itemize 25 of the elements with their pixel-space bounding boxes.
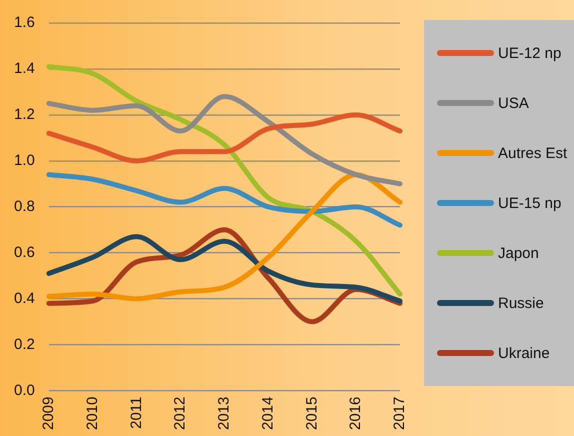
x-tick-label: 2017 bbox=[391, 396, 408, 430]
y-tick-label: 0.8 bbox=[14, 198, 35, 215]
x-tick-label: 2012 bbox=[172, 396, 189, 430]
x-tick-label: 2014 bbox=[259, 396, 276, 430]
x-tick-label: 2009 bbox=[40, 396, 57, 430]
legend-label: Russie bbox=[498, 294, 544, 312]
y-tick-label: 0.6 bbox=[14, 244, 35, 261]
y-tick-label: 1.2 bbox=[14, 106, 35, 124]
y-tick-label: 1.4 bbox=[14, 60, 35, 78]
legend-label: Autres Est bbox=[498, 144, 568, 162]
y-tick-label: 0.2 bbox=[14, 336, 35, 353]
y-tick-label: 0.4 bbox=[14, 290, 35, 307]
x-tick-label: 2016 bbox=[347, 396, 364, 430]
y-tick-label: 1.0 bbox=[14, 152, 35, 169]
x-tick-label: 2013 bbox=[216, 396, 233, 430]
x-tick-label: 2010 bbox=[84, 396, 101, 430]
y-tick-label: 0.0 bbox=[14, 382, 35, 399]
x-tick-label: 2015 bbox=[303, 396, 320, 430]
legend-label: UE-15 np bbox=[498, 194, 562, 212]
legend-label: USA bbox=[498, 94, 529, 112]
x-tick-label: 2011 bbox=[128, 396, 145, 429]
legend-label: UE-12 np bbox=[498, 44, 562, 62]
legend-label: Japon bbox=[498, 244, 539, 262]
legend-label: Ukraine bbox=[498, 344, 550, 362]
y-tick-label: 1.6 bbox=[14, 14, 35, 32]
